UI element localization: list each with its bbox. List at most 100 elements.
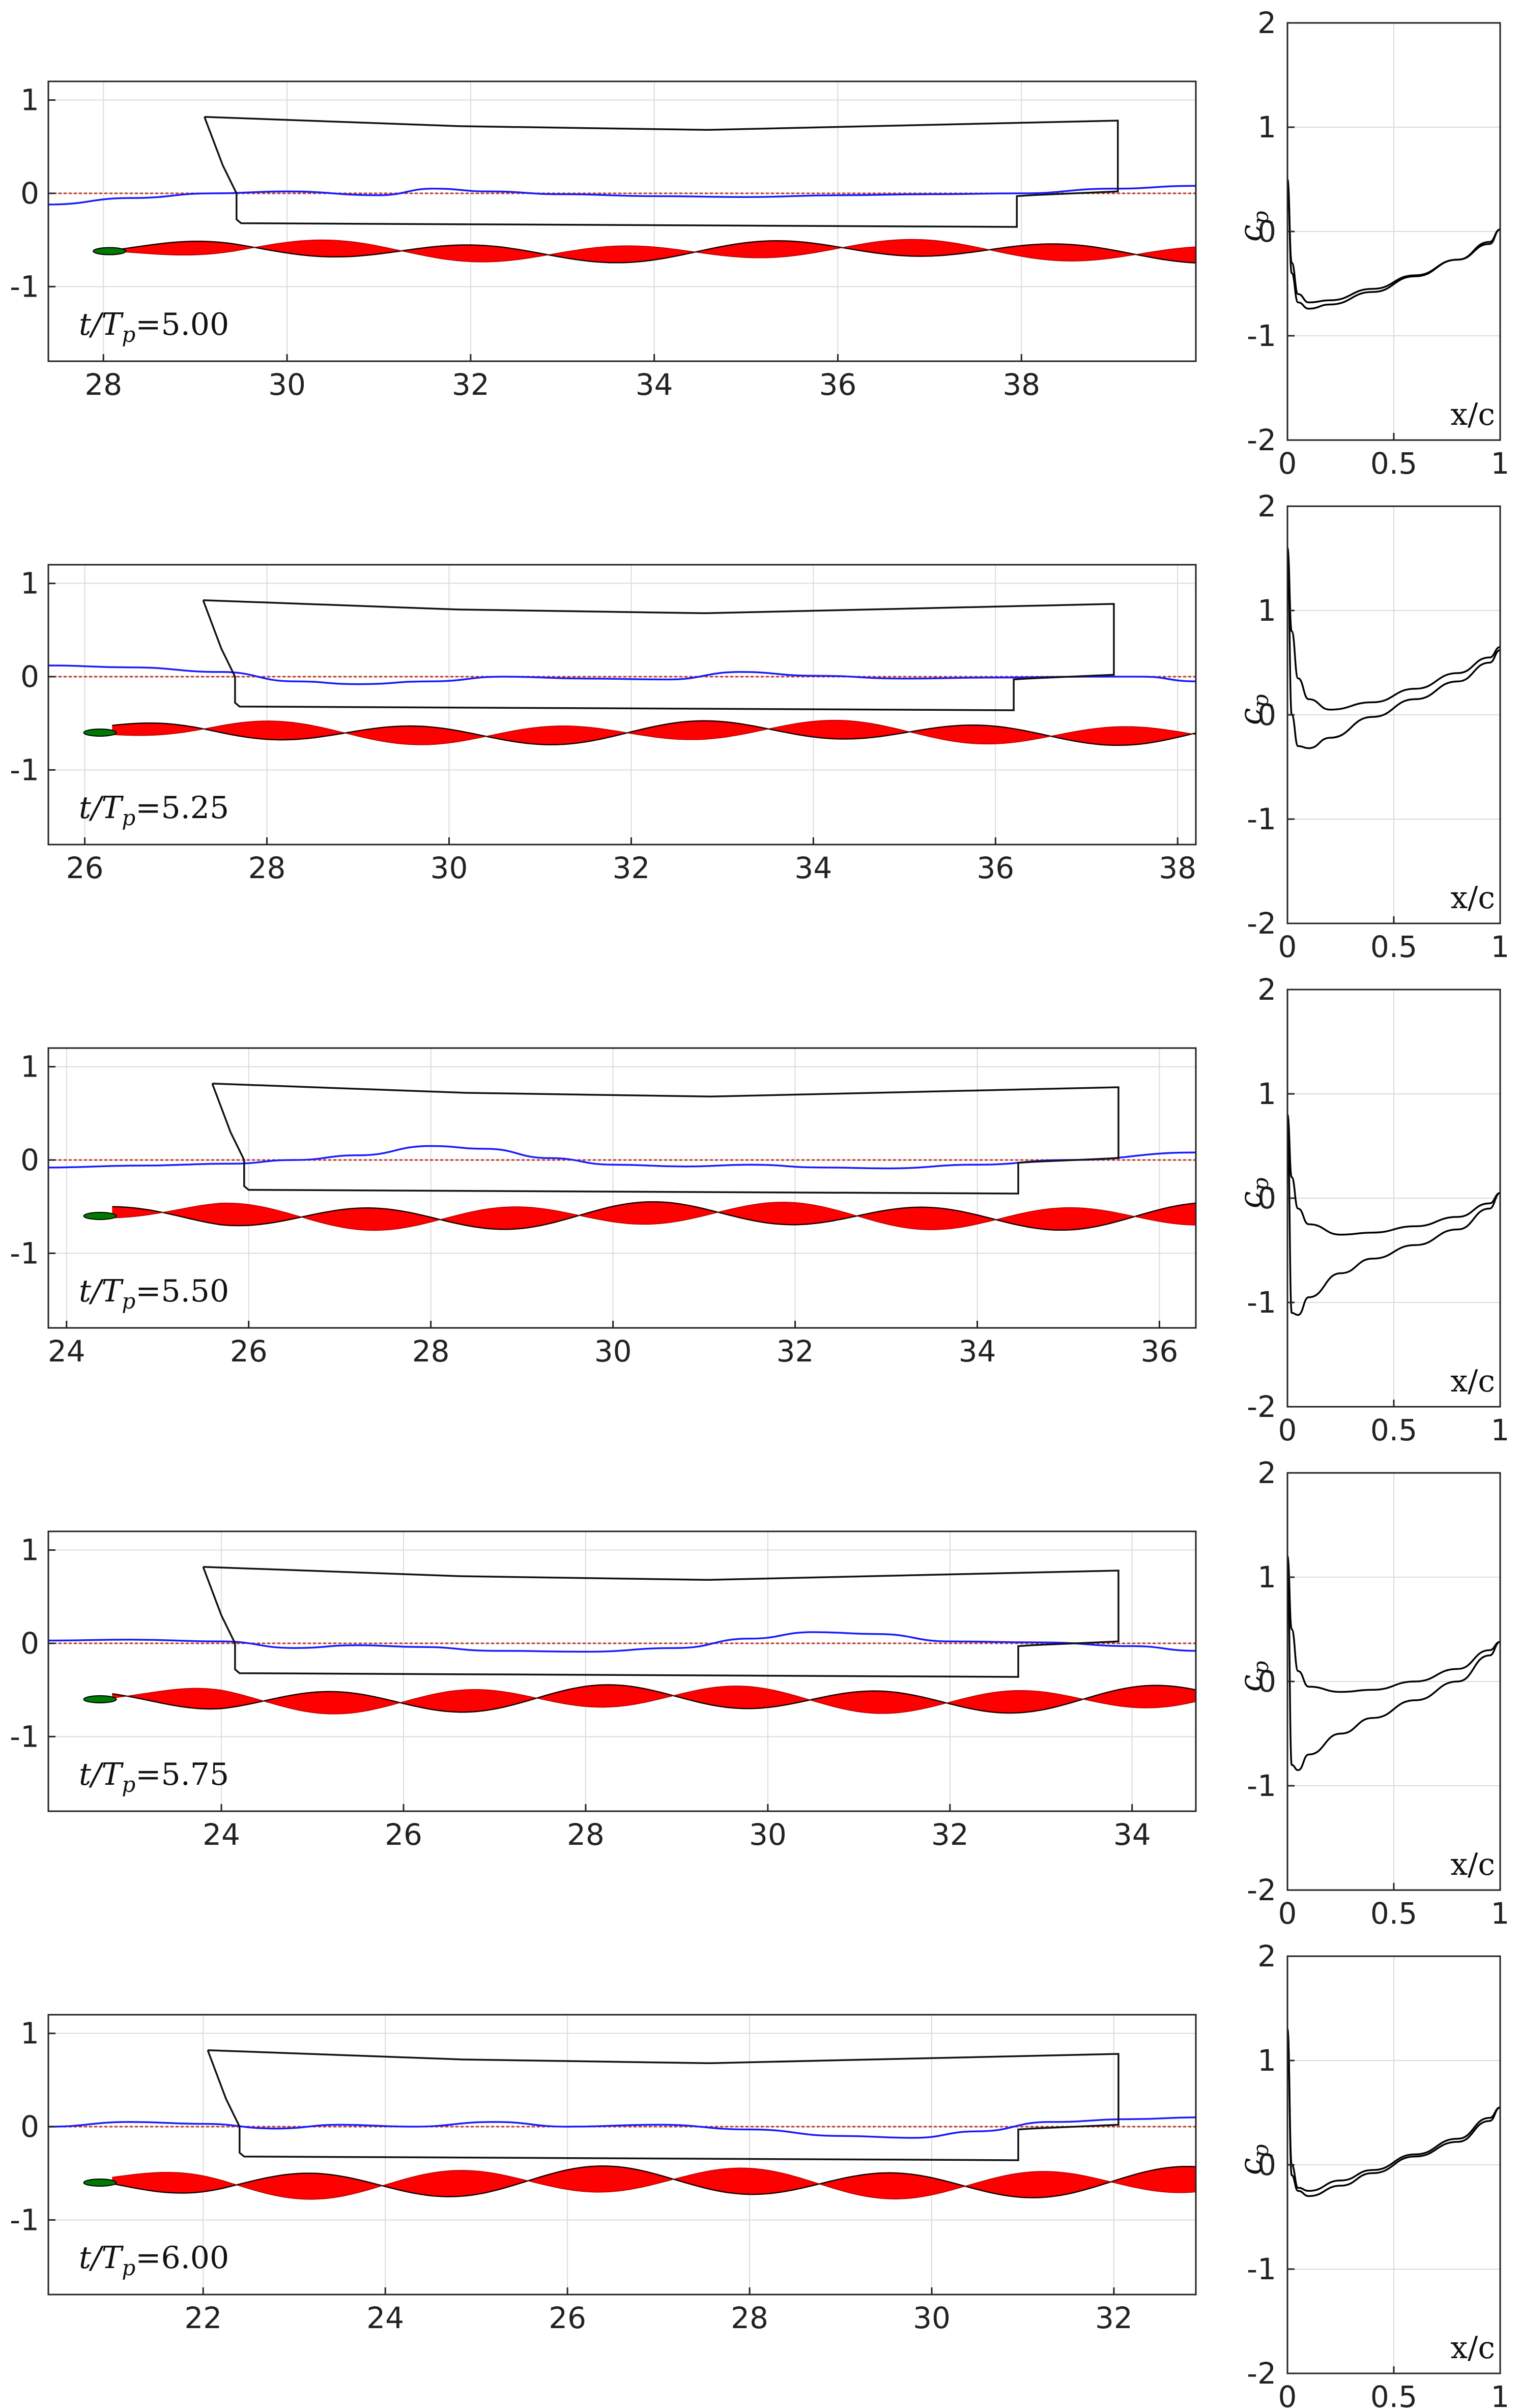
cp-xlabel: x/c xyxy=(1450,880,1495,916)
y-tick-label: -1 xyxy=(10,752,39,787)
free-surface-line xyxy=(48,1631,1196,1653)
time-label-value: =5.00 xyxy=(135,307,229,342)
x-tick-label: 30 xyxy=(594,1334,632,1369)
cp-y-tick-label: -2 xyxy=(1247,1389,1276,1424)
cp-y-tick-label: 1 xyxy=(1257,2043,1276,2078)
cp-curve-lower xyxy=(1286,1555,1501,1772)
wake-edge-lower xyxy=(122,239,1196,263)
main-axes-frame xyxy=(47,80,1197,362)
time-label-lhs: t/T xyxy=(79,1757,124,1792)
cp-xlabel: x/c xyxy=(1450,1847,1495,1882)
cp-y-tick-label: 2 xyxy=(1257,6,1276,40)
x-tick-label: 36 xyxy=(819,367,857,402)
x-tick-label: 28 xyxy=(412,1334,450,1369)
time-label-value: =5.25 xyxy=(135,790,229,826)
cp-y-tick-label: 0 xyxy=(1257,2148,1276,2182)
cp-ylabel-subscript: p xyxy=(1248,694,1273,708)
cp-y-tick-label: -1 xyxy=(1247,318,1276,353)
cp-curve-lower xyxy=(1286,178,1501,310)
x-tick-label: 28 xyxy=(84,367,122,402)
wake-edge-lower xyxy=(112,1686,1196,1715)
x-tick-label: 32 xyxy=(452,367,490,402)
time-label: t/Tp=5.25 xyxy=(79,790,229,830)
x-tick-label: 34 xyxy=(959,1334,996,1369)
time-label-value: =5.50 xyxy=(135,1273,229,1309)
y-tick-label: -1 xyxy=(10,2202,39,2237)
ship-hull-outline xyxy=(207,2049,1120,2161)
cp-y-tick-label: -2 xyxy=(1247,906,1276,941)
cp-ylabel-main: c xyxy=(1233,1674,1269,1692)
cp-ylabel: cp xyxy=(1233,694,1273,726)
x-tick-label: 30 xyxy=(913,2301,951,2335)
cp-y-tick-label: 1 xyxy=(1257,1077,1276,1111)
wake-edge-upper xyxy=(112,720,1196,746)
x-tick-label: 28 xyxy=(248,851,286,885)
free-surface-line xyxy=(48,185,1196,206)
cp-panel: 0 0.5 1 2 1 0 -1 -2 x/c cp xyxy=(1233,972,1509,1447)
cp-x-tick-label: 0.5 xyxy=(1370,1896,1417,1931)
ship-hull-outline xyxy=(202,599,1115,711)
cp-curve-upper xyxy=(1286,547,1501,711)
x-tick-label: 28 xyxy=(731,2301,768,2335)
x-tick-label: 30 xyxy=(268,367,306,402)
cp-curve-upper xyxy=(1286,1114,1501,1236)
time-label-subscript: p xyxy=(122,805,135,830)
time-label: t/Tp=5.50 xyxy=(79,1273,229,1314)
cp-x-tick-label: 1 xyxy=(1491,446,1510,481)
cp-panel: 0 0.5 1 2 1 0 -1 -2 x/c cp xyxy=(1233,1939,1509,2408)
wake-edge-lower xyxy=(112,719,1196,745)
cp-y-tick-label: 2 xyxy=(1257,972,1276,1007)
time-label: t/Tp=5.75 xyxy=(79,1757,229,1797)
cp-y-tick-label: -2 xyxy=(1247,423,1276,457)
wake-sheet xyxy=(112,1685,1196,1714)
y-tick-label: 0 xyxy=(20,1626,39,1661)
cp-y-tick-label: -1 xyxy=(1247,2252,1276,2286)
hydrofoil xyxy=(83,2179,117,2187)
cp-x-tick-label: 1 xyxy=(1491,2380,1510,2408)
y-tick-label: 1 xyxy=(20,566,39,601)
x-tick-label: 32 xyxy=(777,1334,814,1369)
cp-ylabel: cp xyxy=(1233,1178,1273,1209)
x-tick-label: 36 xyxy=(1141,1334,1179,1369)
cp-ylabel: cp xyxy=(1233,1661,1273,1692)
cp-ylabel-main: c xyxy=(1233,708,1269,725)
x-tick-label: 32 xyxy=(931,1817,969,1852)
x-tick-label: 30 xyxy=(431,851,468,885)
cp-x-tick-label: 1 xyxy=(1491,930,1510,964)
y-tick-label: 0 xyxy=(20,176,39,211)
wake-edge-upper xyxy=(112,2165,1196,2198)
cp-y-tick-label: -2 xyxy=(1247,1873,1276,1907)
y-tick-label: 0 xyxy=(20,659,39,694)
x-tick-label: 26 xyxy=(385,1817,422,1852)
free-surface-line xyxy=(48,1145,1196,1170)
x-tick-label: 24 xyxy=(48,1334,85,1369)
cp-x-tick-label: 0.5 xyxy=(1370,930,1417,964)
x-tick-label: 38 xyxy=(1002,367,1040,402)
x-tick-label: 30 xyxy=(749,1817,787,1852)
cp-y-tick-label: 2 xyxy=(1257,489,1276,524)
wake-sheet xyxy=(112,2166,1196,2199)
wake-edge-lower xyxy=(112,1202,1196,1231)
y-tick-label: -1 xyxy=(10,1719,39,1754)
time-label-lhs: t/T xyxy=(79,1273,124,1309)
x-tick-label: 28 xyxy=(567,1817,605,1852)
time-label-subscript: p xyxy=(122,1289,135,1314)
x-tick-label: 24 xyxy=(203,1817,240,1852)
x-tick-label: 24 xyxy=(366,2301,404,2335)
cp-x-tick-label: 0 xyxy=(1278,2380,1297,2408)
ship-hull-outline xyxy=(204,115,1119,228)
cp-panel: 0 0.5 1 2 1 0 -1 -2 x/c cp xyxy=(1233,6,1509,481)
time-label-subscript: p xyxy=(122,322,135,347)
cp-ylabel-main: c xyxy=(1233,1191,1269,1208)
main-axes-frame xyxy=(47,1047,1197,1329)
x-tick-label: 34 xyxy=(794,851,832,885)
time-label-lhs: t/T xyxy=(79,307,124,342)
wake-edge-upper xyxy=(122,240,1196,264)
time-label: t/Tp=5.00 xyxy=(79,307,229,347)
y-tick-label: 0 xyxy=(20,1143,39,1177)
